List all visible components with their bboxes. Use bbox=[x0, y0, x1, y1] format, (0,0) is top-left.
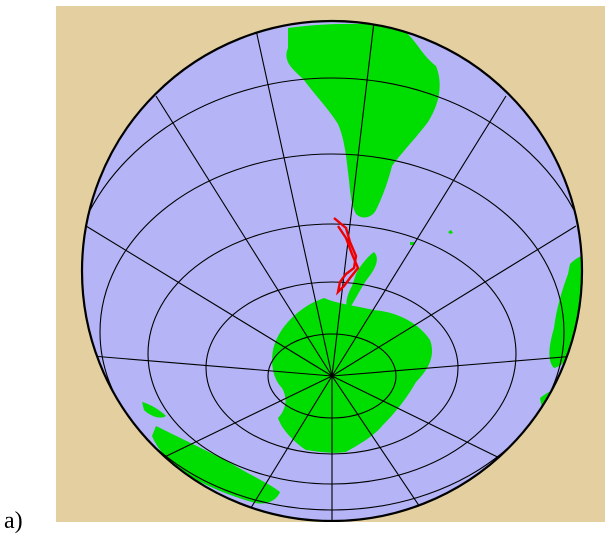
meridian bbox=[245, 375, 333, 517]
meridian bbox=[155, 95, 333, 377]
south-america bbox=[286, 23, 440, 218]
meridian bbox=[331, 375, 427, 517]
new-zealand bbox=[142, 402, 166, 418]
parallel bbox=[267, 333, 397, 419]
antarctic-peninsula bbox=[346, 252, 377, 309]
graticule-parallels bbox=[82, 77, 582, 521]
australia-coast bbox=[152, 426, 280, 504]
island-small bbox=[410, 242, 414, 245]
meridian bbox=[331, 375, 517, 467]
map-frame bbox=[56, 6, 605, 522]
globe-map bbox=[80, 19, 584, 522]
parallel bbox=[147, 223, 517, 485]
ocean bbox=[82, 21, 582, 521]
antarctica bbox=[272, 298, 433, 453]
parallel bbox=[99, 153, 565, 511]
meridian bbox=[255, 29, 333, 377]
meridian bbox=[331, 355, 577, 377]
africa-coast bbox=[549, 252, 582, 368]
meridian bbox=[331, 21, 375, 377]
meridian bbox=[145, 375, 333, 467]
meridian bbox=[91, 355, 333, 377]
island-small-2 bbox=[448, 230, 453, 234]
parallel bbox=[205, 281, 459, 455]
meridian bbox=[85, 225, 333, 377]
parallel bbox=[82, 77, 582, 521]
panel-label: a) bbox=[4, 508, 23, 534]
globe-outline bbox=[80, 19, 584, 522]
graticule-meridians bbox=[85, 21, 577, 521]
meridian bbox=[331, 225, 577, 377]
meridian bbox=[331, 95, 507, 377]
route-drake-passage bbox=[333, 217, 360, 296]
